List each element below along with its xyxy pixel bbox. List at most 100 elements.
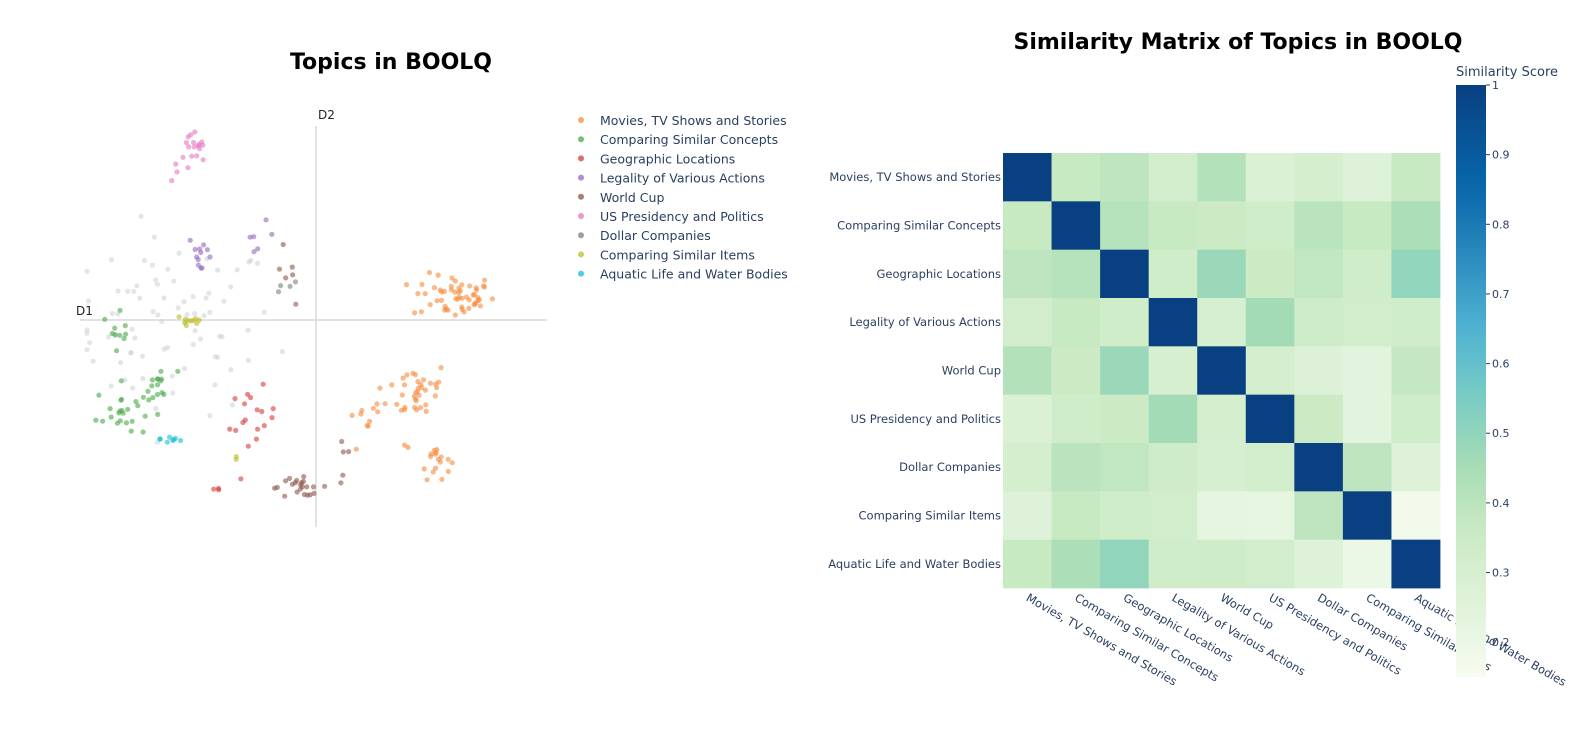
scatter-point-movies-tv-shows-and-stories (370, 405, 376, 411)
heatmap-cell (1391, 539, 1441, 589)
heatmap-cell (1003, 249, 1052, 299)
heatmap-cell (1245, 443, 1295, 492)
scatter-point-outlier (192, 311, 198, 317)
scatter-point-movies-tv-shows-and-stories (474, 287, 480, 293)
legend-label-comparing-similar-concepts[interactable]: Comparing Similar Concepts (600, 132, 778, 147)
heatmap-cell (1051, 153, 1101, 202)
scatter-point-world-cup (300, 478, 306, 485)
heatmap-cell (1148, 491, 1198, 541)
scatter-point-outlier (221, 298, 227, 304)
scatter-point-outlier (279, 348, 285, 355)
heatmap-cell (1342, 153, 1392, 202)
heatmap-cell (1003, 298, 1052, 347)
scatter-point-outlier (228, 284, 234, 290)
scatter-point-movies-tv-shows-and-stories (459, 304, 465, 310)
scatter-point-world-cup (340, 472, 346, 478)
scatter-point-world-cup (280, 241, 286, 248)
scatter-point-movies-tv-shows-and-stories (439, 297, 445, 303)
legend-label-geographic-locations[interactable]: Geographic Locations (600, 151, 735, 166)
heatmap-cell (1100, 153, 1150, 202)
scatter-point-outlier (153, 406, 159, 412)
scatter-point-outlier (215, 267, 221, 273)
legend-label-movies-tv-shows-and-stories[interactable]: Movies, TV Shows and Stories (600, 113, 787, 128)
scatter-point-world-cup (272, 485, 278, 491)
heatmap-cell (1003, 346, 1052, 396)
legend-marker-geographic-locations[interactable] (578, 155, 584, 162)
scatter-point-comparing-similar-concepts (117, 307, 123, 313)
legend-marker-comparing-similar-concepts[interactable] (578, 136, 584, 143)
heatmap-cell (1391, 298, 1441, 347)
legend-marker-dollar-companies[interactable] (578, 232, 584, 239)
scatter-point-movies-tv-shows-and-stories (427, 302, 433, 308)
heatmap-y-label-comparing-similar-items: Comparing Similar Items (859, 509, 1001, 523)
heatmap-cell (1197, 201, 1247, 251)
colorbar-tick-label: 0.2 (1492, 636, 1510, 649)
scatter-point-outlier (134, 283, 140, 289)
scatter-point-legality-of-various-actions (192, 246, 198, 253)
scatter-point-movies-tv-shows-and-stories (421, 466, 427, 472)
scatter-point-movies-tv-shows-and-stories (449, 460, 455, 466)
d1-axis-label: D1 (76, 304, 93, 318)
legend-label-world-cup[interactable]: World Cup (600, 190, 664, 205)
scatter-point-legality-of-various-actions (199, 265, 205, 271)
heatmap-cell (1391, 249, 1441, 299)
legend-marker-world-cup[interactable] (578, 193, 584, 200)
heatmap-cell (1245, 201, 1295, 251)
scatter-point-us-presidency-and-politics (191, 139, 197, 146)
scatter-point-movies-tv-shows-and-stories (448, 283, 454, 289)
heatmap-cell (1245, 346, 1295, 396)
scatter-point-movies-tv-shows-and-stories (445, 468, 451, 475)
legend-label-dollar-companies[interactable]: Dollar Companies (600, 228, 711, 243)
scatter-point-movies-tv-shows-and-stories (415, 379, 421, 385)
heatmap-y-label-movies-tv-shows-and-stories: Movies, TV Shows and Stories (829, 170, 1001, 184)
scatter-point-aquatic-life-and-water-bodies (167, 434, 173, 440)
scatter-point-geographic-locations (245, 391, 251, 397)
scatter-point-movies-tv-shows-and-stories (445, 456, 451, 462)
scatter-point-legality-of-various-actions (194, 254, 200, 260)
scatter-point-outlier (169, 373, 175, 379)
scatter-point-legality-of-various-actions (204, 247, 210, 253)
scatter-point-geographic-locations (238, 476, 244, 482)
scatter-point-comparing-similar-concepts (154, 376, 161, 382)
scatter-point-movies-tv-shows-and-stories (374, 401, 380, 407)
scatter-point-comparing-similar-concepts (117, 332, 123, 338)
scatter-point-comparing-similar-concepts (118, 378, 124, 384)
scatter-point-legality-of-various-actions (207, 254, 213, 260)
scatter-point-geographic-locations (232, 396, 238, 402)
heatmap-cells (1003, 153, 1441, 589)
scatter-point-outlier (151, 234, 157, 240)
scatter-point-comparing-similar-concepts (96, 392, 102, 398)
scatter-point-outlier (150, 309, 156, 315)
scatter-point-dollar-companies (292, 279, 299, 285)
legend-label-comparing-similar-items[interactable]: Comparing Similar Items (600, 247, 755, 262)
scatter-point-dollar-companies (275, 289, 282, 295)
scatter-point-movies-tv-shows-and-stories (457, 288, 463, 294)
legend-label-legality-of-various-actions[interactable]: Legality of Various Actions (600, 171, 765, 186)
legend-marker-movies-tv-shows-and-stories[interactable] (578, 117, 584, 123)
heatmap-cell (1197, 153, 1247, 202)
heatmap-cell (1391, 443, 1441, 492)
scatter-point-outlier (228, 367, 234, 373)
scatter-point-comparing-similar-concepts (125, 406, 131, 412)
scatter-point-comparing-similar-concepts (155, 411, 161, 417)
scatter-point-movies-tv-shows-and-stories (439, 476, 445, 482)
scatter-point-comparing-similar-concepts (146, 397, 152, 403)
scatter-point-us-presidency-and-politics (186, 144, 192, 150)
heatmap-cell (1003, 201, 1052, 251)
scatter-point-legality-of-various-actions (251, 249, 257, 255)
scatter-point-movies-tv-shows-and-stories (427, 380, 433, 386)
scatter-point-us-presidency-and-politics (197, 146, 203, 152)
scatter-point-outlier (149, 262, 155, 268)
legend-label-us-presidency-and-politics[interactable]: US Presidency and Politics (600, 209, 764, 224)
legend-marker-us-presidency-and-politics[interactable] (578, 213, 584, 219)
legend-marker-legality-of-various-actions[interactable] (578, 174, 584, 181)
legend-label-aquatic-life-and-water-bodies[interactable]: Aquatic Life and Water Bodies (600, 267, 788, 282)
scatter-point-movies-tv-shows-and-stories (428, 451, 434, 457)
scatter-panel: Topics in BOOLQ D1 D2 Movies, TV Shows a… (76, 50, 788, 527)
scatter-point-outlier (261, 309, 267, 315)
heatmap-cell (1148, 201, 1198, 251)
legend-marker-comparing-similar-items[interactable] (578, 251, 584, 258)
scatter-point-movies-tv-shows-and-stories (482, 277, 488, 283)
legend-marker-aquatic-life-and-water-bodies[interactable] (578, 270, 584, 277)
heatmap-cell (1342, 491, 1392, 541)
